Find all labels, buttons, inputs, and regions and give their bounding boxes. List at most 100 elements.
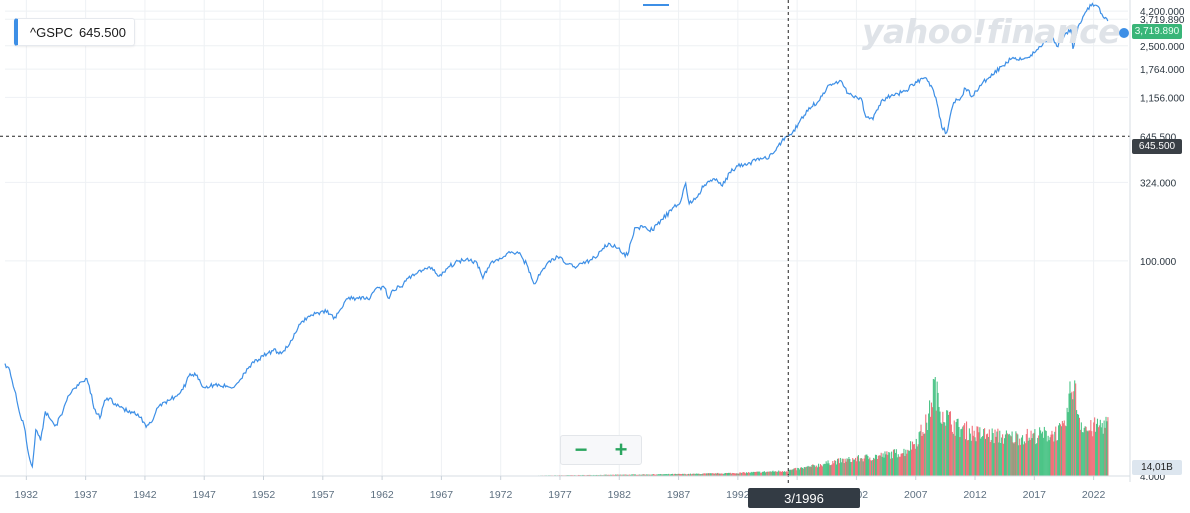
volume-bar: [832, 461, 834, 476]
x-tick-label: 2022: [1082, 489, 1106, 501]
volume-bar: [810, 466, 812, 476]
zoom-in-button[interactable]: +: [614, 437, 628, 462]
volume-bar: [650, 474, 652, 476]
volume-bar: [1085, 426, 1087, 476]
volume-bar: [1011, 431, 1013, 476]
volume-bar: [750, 471, 752, 476]
volume-bar: [794, 468, 796, 476]
volume-bar: [1032, 433, 1034, 476]
range-tab-indicator[interactable]: [643, 0, 669, 6]
volume-bar: [607, 474, 609, 476]
price-line: [4, 2, 1109, 469]
volume-bar: [997, 428, 999, 476]
volume-bar: [728, 472, 730, 476]
volume-bar: [640, 474, 642, 476]
volume-bar: [759, 471, 761, 476]
volume-bar: [669, 474, 671, 476]
volume-bar: [705, 473, 707, 476]
volume-bar: [720, 473, 722, 476]
volume-bar: [735, 473, 737, 476]
x-tick-label: 1982: [608, 489, 632, 501]
volume-bar: [946, 410, 948, 476]
volume-bar: [686, 474, 688, 476]
volume-bar: [807, 465, 809, 476]
volume-bar: [1091, 431, 1093, 476]
volume-bar: [1060, 426, 1062, 476]
volume-bar: [983, 429, 985, 476]
volume-bar: [896, 457, 898, 476]
volume-bar: [1062, 423, 1064, 476]
volume-bar: [917, 444, 919, 476]
volume-bar: [909, 450, 911, 476]
volume-bar: [604, 474, 606, 476]
volume-bar: [632, 474, 634, 476]
volume-bar: [993, 443, 995, 476]
volume-bar: [1035, 444, 1037, 476]
volume-bar: [941, 424, 943, 476]
volume-bar: [814, 465, 816, 476]
volume-bar: [744, 472, 746, 476]
volume-bar: [818, 466, 821, 476]
volume-bar: [873, 457, 875, 476]
volume-bar: [1073, 391, 1075, 476]
volume-bar: [829, 465, 831, 476]
volume-bar: [912, 444, 914, 476]
volume-bar: [798, 468, 800, 476]
series-legend[interactable]: ^GSPC 645.500: [14, 18, 135, 46]
x-tick-label: 2017: [1023, 489, 1047, 501]
y-tick-label: 324.000: [1140, 178, 1177, 189]
volume-bar: [774, 471, 776, 476]
volume-bar: [718, 473, 720, 476]
volume-bar: [953, 420, 955, 476]
volume-bar: [1100, 427, 1102, 476]
volume-bar: [972, 435, 974, 476]
volume-bar: [1058, 423, 1061, 476]
volume-bar: [1021, 437, 1023, 476]
volume-bar: [1061, 420, 1063, 476]
volume-bar: [1095, 431, 1097, 476]
volume-bar: [842, 458, 844, 476]
volume-bar: [992, 433, 994, 476]
volume-bar: [700, 474, 702, 476]
volume-bar: [740, 472, 742, 476]
volume-bar: [820, 465, 822, 476]
volume-bar: [799, 469, 801, 476]
volume-bar: [1003, 443, 1005, 476]
volume-bar: [916, 446, 918, 476]
volume-bar: [1064, 425, 1066, 476]
volume-bar: [852, 458, 854, 476]
volume-bar: [939, 411, 941, 476]
last-price-tag: 3,719.890: [1132, 24, 1182, 39]
volume-bar: [623, 474, 625, 476]
volume-bar: [816, 465, 818, 476]
volume-bar: [856, 456, 859, 476]
volume-bar: [1095, 423, 1098, 476]
volume-bar: [656, 474, 658, 476]
volume-bar: [738, 473, 740, 476]
volume-bar: [644, 474, 646, 476]
volume-bar: [609, 474, 611, 476]
volume-bar: [620, 474, 622, 476]
volume-bar: [797, 467, 799, 476]
volume-bar: [765, 471, 767, 476]
volume-bar: [954, 435, 956, 476]
y-tick-label: 1,764.000: [1140, 65, 1185, 76]
volume-bar: [645, 474, 647, 476]
volume-bar: [1099, 419, 1101, 476]
volume-bar: [966, 440, 969, 476]
volume-bar: [629, 474, 631, 476]
volume-bar: [711, 473, 713, 476]
volume-bar: [784, 471, 786, 476]
volume-bar: [960, 429, 962, 476]
volume-bar: [1092, 436, 1094, 476]
volume-bar: [627, 474, 629, 476]
volume-bar: [675, 474, 677, 476]
volume-bar: [633, 474, 635, 476]
zoom-out-button[interactable]: −: [574, 437, 588, 462]
volume-bar: [783, 471, 785, 476]
volume-bar: [1008, 433, 1010, 476]
volume-bar: [1065, 426, 1067, 476]
volume-bar: [1013, 443, 1015, 476]
volume-bar: [637, 474, 639, 476]
